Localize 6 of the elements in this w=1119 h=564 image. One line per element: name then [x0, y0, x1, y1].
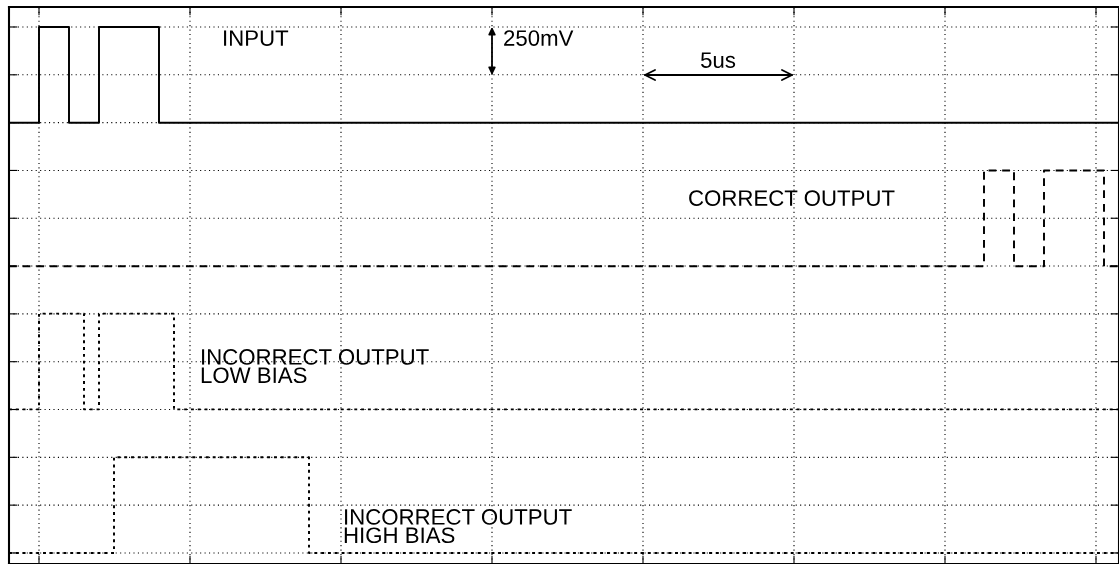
text: CORRECT OUTPUT [689, 190, 895, 206]
text: INPUT [224, 30, 289, 46]
annotation: 250mV [504, 30, 574, 46]
series-label: INCORRECT OUTPUT HIGH BIAS [344, 509, 572, 544]
annotation: 5us [700, 52, 736, 68]
series-label: INCORRECT OUTPUT LOW BIAS [201, 349, 429, 384]
